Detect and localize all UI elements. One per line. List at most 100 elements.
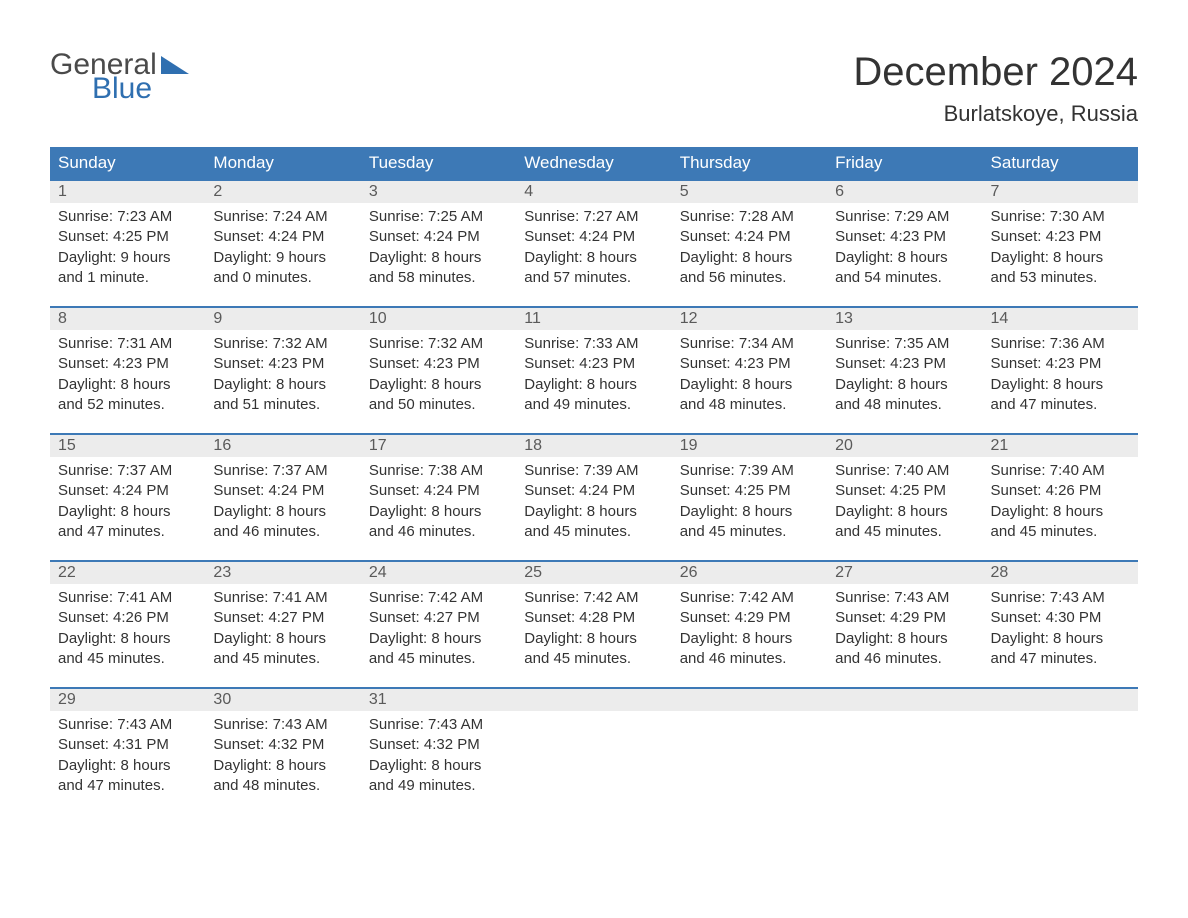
sunset-text: Sunset: 4:27 PM: [213, 608, 352, 628]
sunrise-text: Sunrise: 7:33 AM: [524, 334, 663, 354]
daylight-text-2: and 45 minutes.: [835, 522, 974, 542]
month-title: December 2024: [853, 50, 1138, 95]
day-detail-row: Sunrise: 7:23 AMSunset: 4:25 PMDaylight:…: [50, 203, 1138, 288]
daylight-text-2: and 53 minutes.: [991, 268, 1130, 288]
sunrise-text: Sunrise: 7:43 AM: [58, 715, 197, 735]
sunset-text: Sunset: 4:25 PM: [58, 227, 197, 247]
sunset-text: Sunset: 4:28 PM: [524, 608, 663, 628]
day-number: 14: [983, 308, 1138, 330]
day-detail: Sunrise: 7:42 AMSunset: 4:29 PMDaylight:…: [672, 584, 827, 669]
sunrise-text: Sunrise: 7:43 AM: [835, 588, 974, 608]
sunset-text: Sunset: 4:23 PM: [213, 354, 352, 374]
daylight-text-1: Daylight: 8 hours: [835, 502, 974, 522]
day-detail-row: Sunrise: 7:43 AMSunset: 4:31 PMDaylight:…: [50, 711, 1138, 796]
daylight-text-2: and 51 minutes.: [213, 395, 352, 415]
day-detail: [672, 711, 827, 796]
day-detail-row: Sunrise: 7:37 AMSunset: 4:24 PMDaylight:…: [50, 457, 1138, 542]
day-detail: Sunrise: 7:29 AMSunset: 4:23 PMDaylight:…: [827, 203, 982, 288]
daylight-text-2: and 47 minutes.: [58, 522, 197, 542]
daylight-text-1: Daylight: 8 hours: [680, 375, 819, 395]
day-number: 30: [205, 689, 360, 711]
daylight-text-1: Daylight: 8 hours: [213, 502, 352, 522]
sunrise-text: Sunrise: 7:39 AM: [524, 461, 663, 481]
sunset-text: Sunset: 4:23 PM: [991, 354, 1130, 374]
daylight-text-2: and 0 minutes.: [213, 268, 352, 288]
sunset-text: Sunset: 4:26 PM: [58, 608, 197, 628]
sunrise-text: Sunrise: 7:31 AM: [58, 334, 197, 354]
day-detail: Sunrise: 7:43 AMSunset: 4:32 PMDaylight:…: [205, 711, 360, 796]
sunrise-text: Sunrise: 7:42 AM: [680, 588, 819, 608]
sunrise-text: Sunrise: 7:35 AM: [835, 334, 974, 354]
sunset-text: Sunset: 4:32 PM: [369, 735, 508, 755]
day-number: 13: [827, 308, 982, 330]
daylight-text-1: Daylight: 8 hours: [58, 375, 197, 395]
sunrise-text: Sunrise: 7:43 AM: [991, 588, 1130, 608]
day-detail: Sunrise: 7:24 AMSunset: 4:24 PMDaylight:…: [205, 203, 360, 288]
daylight-text-2: and 46 minutes.: [369, 522, 508, 542]
weekday-header-cell: Tuesday: [361, 147, 516, 179]
sunrise-text: Sunrise: 7:40 AM: [835, 461, 974, 481]
page-header: General Blue December 2024 Burlatskoye, …: [50, 50, 1138, 127]
day-number: 31: [361, 689, 516, 711]
day-number-row: 891011121314: [50, 306, 1138, 330]
day-detail: Sunrise: 7:31 AMSunset: 4:23 PMDaylight:…: [50, 330, 205, 415]
sunset-text: Sunset: 4:23 PM: [369, 354, 508, 374]
day-number: 18: [516, 435, 671, 457]
daylight-text-1: Daylight: 8 hours: [835, 375, 974, 395]
day-detail: Sunrise: 7:34 AMSunset: 4:23 PMDaylight:…: [672, 330, 827, 415]
daylight-text-2: and 46 minutes.: [680, 649, 819, 669]
sunset-text: Sunset: 4:26 PM: [991, 481, 1130, 501]
day-detail: Sunrise: 7:40 AMSunset: 4:26 PMDaylight:…: [983, 457, 1138, 542]
sunset-text: Sunset: 4:31 PM: [58, 735, 197, 755]
day-number: 12: [672, 308, 827, 330]
daylight-text-1: Daylight: 8 hours: [58, 502, 197, 522]
day-detail: Sunrise: 7:43 AMSunset: 4:30 PMDaylight:…: [983, 584, 1138, 669]
daylight-text-1: Daylight: 8 hours: [991, 248, 1130, 268]
day-detail: [516, 711, 671, 796]
daylight-text-1: Daylight: 8 hours: [680, 248, 819, 268]
day-detail: Sunrise: 7:27 AMSunset: 4:24 PMDaylight:…: [516, 203, 671, 288]
sunset-text: Sunset: 4:24 PM: [213, 481, 352, 501]
daylight-text-1: Daylight: 9 hours: [58, 248, 197, 268]
sunset-text: Sunset: 4:24 PM: [524, 481, 663, 501]
day-number: 10: [361, 308, 516, 330]
sunset-text: Sunset: 4:27 PM: [369, 608, 508, 628]
day-number: [516, 689, 671, 711]
day-number: 5: [672, 181, 827, 203]
weekday-header-cell: Friday: [827, 147, 982, 179]
sunrise-text: Sunrise: 7:29 AM: [835, 207, 974, 227]
day-detail: Sunrise: 7:23 AMSunset: 4:25 PMDaylight:…: [50, 203, 205, 288]
day-number: [983, 689, 1138, 711]
sunset-text: Sunset: 4:25 PM: [835, 481, 974, 501]
day-detail-row: Sunrise: 7:31 AMSunset: 4:23 PMDaylight:…: [50, 330, 1138, 415]
sunset-text: Sunset: 4:23 PM: [835, 227, 974, 247]
sunset-text: Sunset: 4:23 PM: [835, 354, 974, 374]
daylight-text-2: and 57 minutes.: [524, 268, 663, 288]
sunset-text: Sunset: 4:24 PM: [58, 481, 197, 501]
daylight-text-1: Daylight: 8 hours: [369, 502, 508, 522]
day-number: [672, 689, 827, 711]
sunrise-text: Sunrise: 7:32 AM: [369, 334, 508, 354]
day-detail: Sunrise: 7:32 AMSunset: 4:23 PMDaylight:…: [205, 330, 360, 415]
day-number: 15: [50, 435, 205, 457]
day-number: 27: [827, 562, 982, 584]
day-detail: Sunrise: 7:41 AMSunset: 4:27 PMDaylight:…: [205, 584, 360, 669]
daylight-text-2: and 48 minutes.: [213, 776, 352, 796]
title-block: December 2024 Burlatskoye, Russia: [853, 50, 1138, 127]
sunset-text: Sunset: 4:24 PM: [369, 227, 508, 247]
daylight-text-2: and 48 minutes.: [680, 395, 819, 415]
sunset-text: Sunset: 4:32 PM: [213, 735, 352, 755]
daylight-text-1: Daylight: 8 hours: [369, 248, 508, 268]
day-detail: Sunrise: 7:43 AMSunset: 4:31 PMDaylight:…: [50, 711, 205, 796]
day-number: 21: [983, 435, 1138, 457]
daylight-text-2: and 45 minutes.: [524, 649, 663, 669]
sunset-text: Sunset: 4:24 PM: [213, 227, 352, 247]
daylight-text-1: Daylight: 8 hours: [369, 629, 508, 649]
sunset-text: Sunset: 4:29 PM: [680, 608, 819, 628]
daylight-text-2: and 45 minutes.: [58, 649, 197, 669]
day-detail: Sunrise: 7:28 AMSunset: 4:24 PMDaylight:…: [672, 203, 827, 288]
daylight-text-2: and 47 minutes.: [991, 395, 1130, 415]
day-detail: Sunrise: 7:33 AMSunset: 4:23 PMDaylight:…: [516, 330, 671, 415]
day-number: 7: [983, 181, 1138, 203]
day-detail: Sunrise: 7:30 AMSunset: 4:23 PMDaylight:…: [983, 203, 1138, 288]
